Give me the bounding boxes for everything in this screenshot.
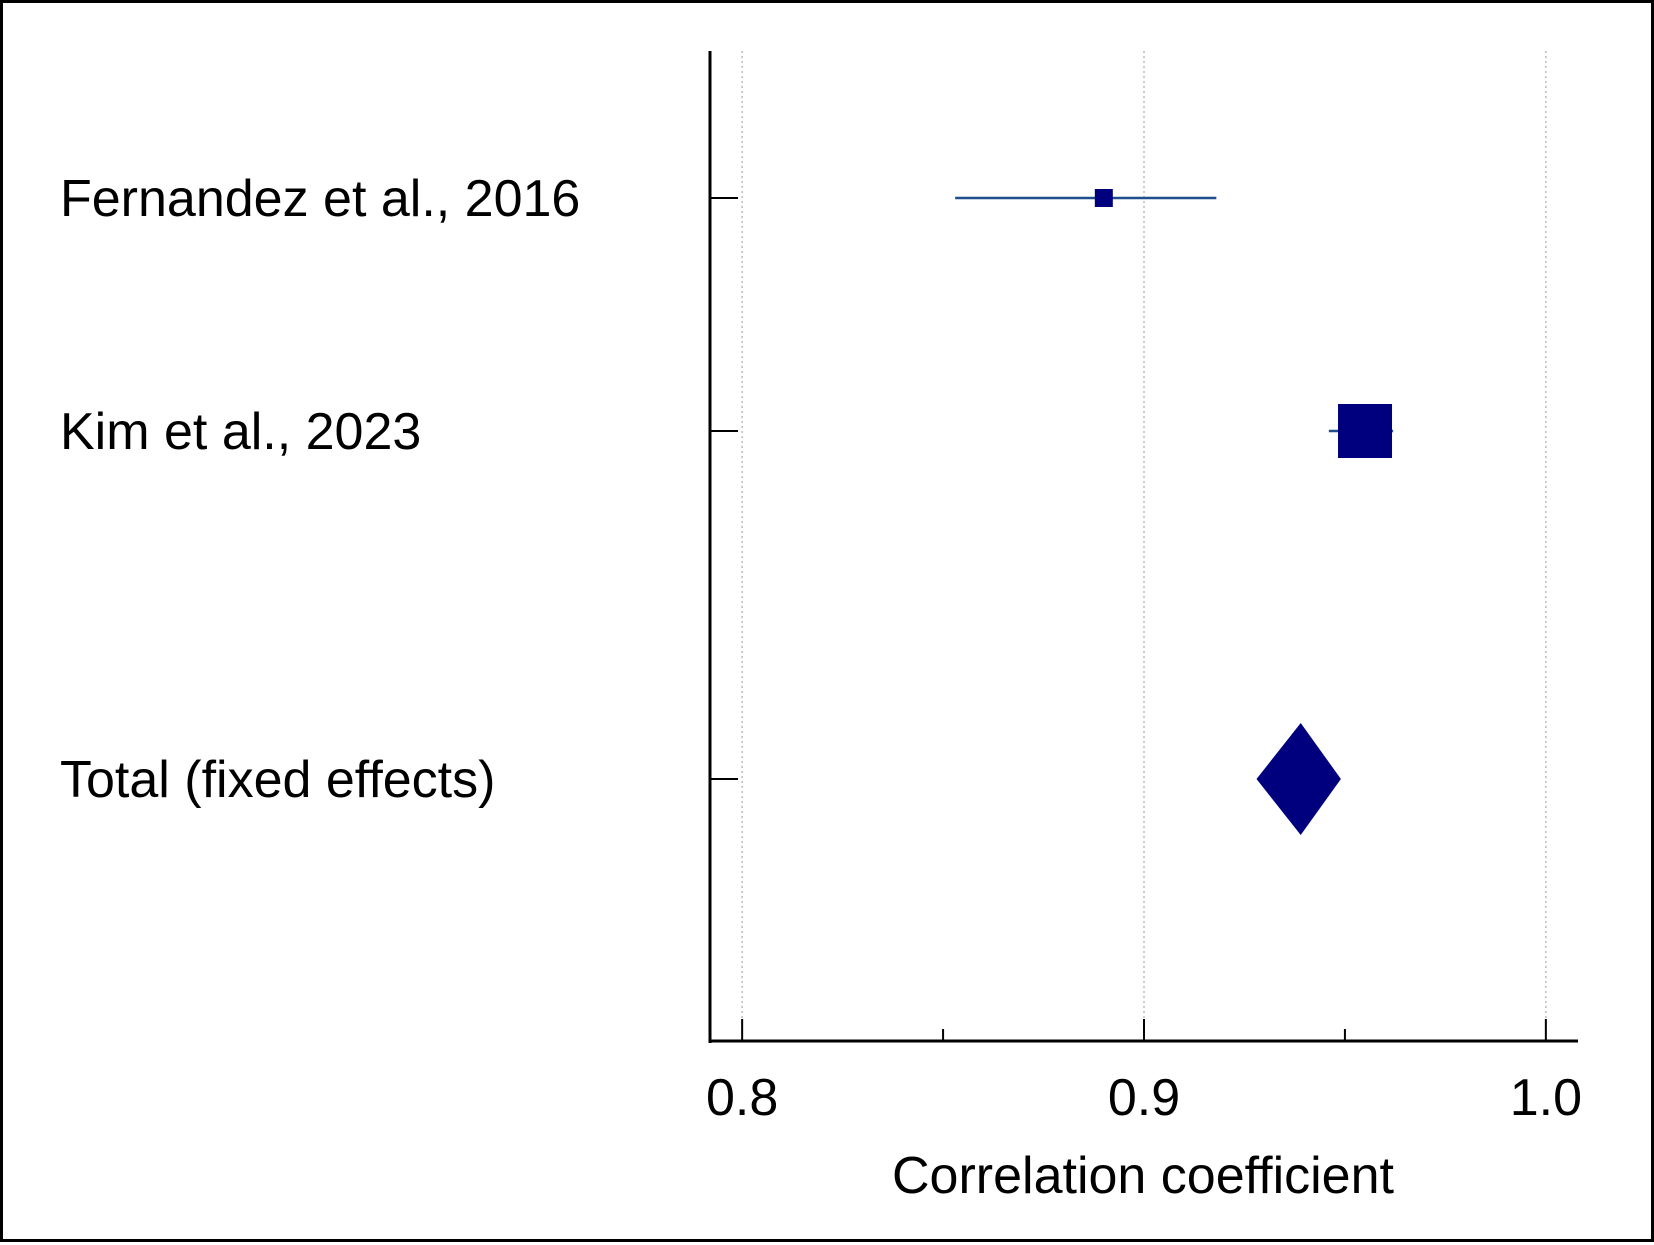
forest-plot: 0.8 0.9 1.0 Fernandez et al., 2016 Kim et a… — [60, 51, 1582, 1205]
x-tick-label: 0.8 — [706, 1069, 778, 1127]
grid-lines — [741, 51, 1547, 1041]
x-tick-label: 1.0 — [1510, 1069, 1582, 1127]
study-label: Kim et al., 2023 — [60, 403, 421, 461]
data-marks — [955, 189, 1394, 835]
total-diamond — [1256, 723, 1341, 835]
study-label: Fernandez et al., 2016 — [60, 170, 580, 228]
axes: 0.8 0.9 1.0 — [706, 51, 1582, 1127]
total-label: Total (fixed effects) — [60, 751, 495, 809]
estimate-square-study-2 — [1338, 404, 1393, 458]
x-tick-label: 0.9 — [1108, 1069, 1180, 1127]
study-labels: Fernandez et al., 2016 Kim et al., 2023 To… — [60, 170, 580, 809]
estimate-square-study-1 — [1094, 189, 1113, 207]
x-axis-title: Correlation coefficient — [892, 1147, 1395, 1205]
